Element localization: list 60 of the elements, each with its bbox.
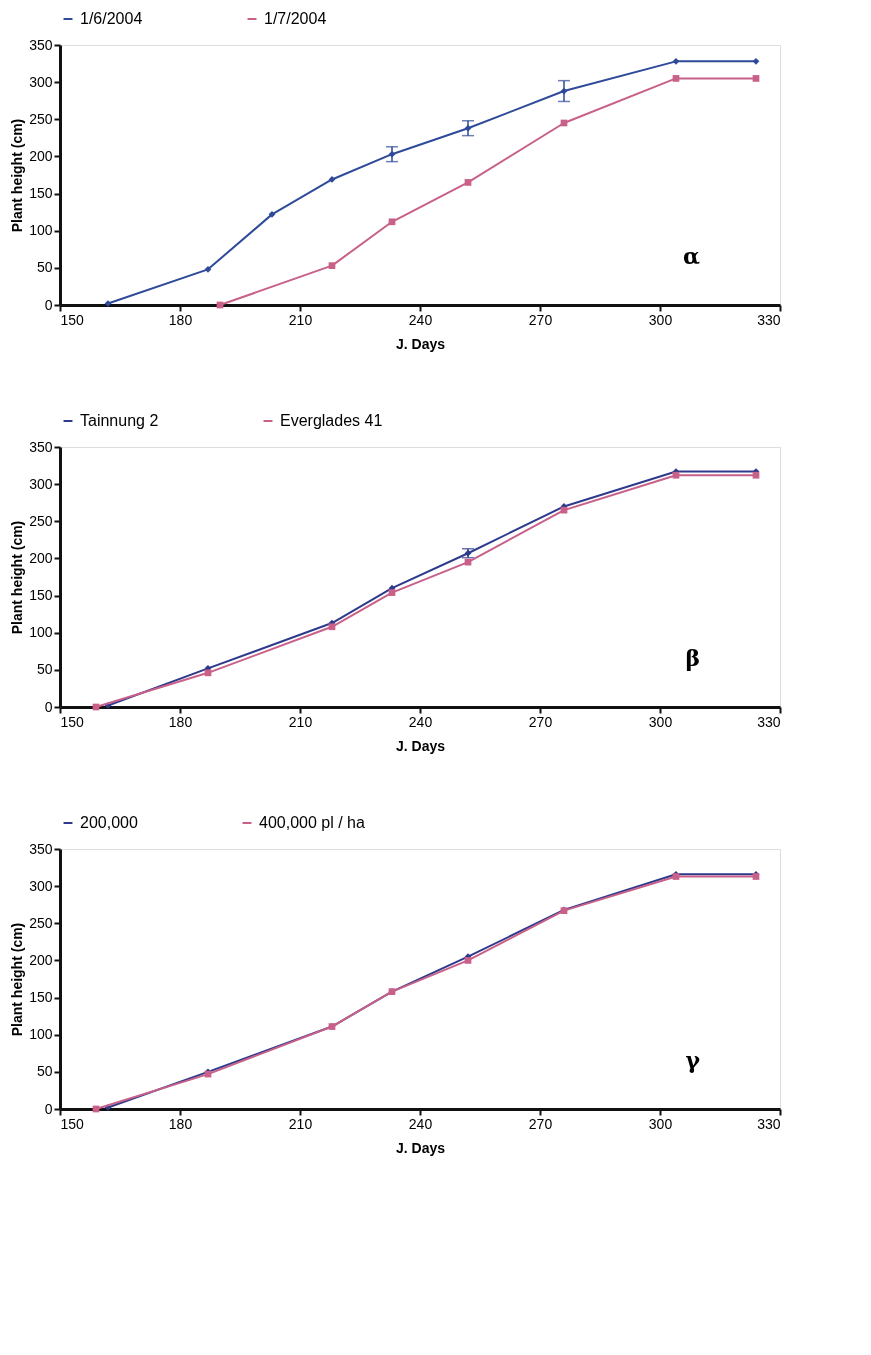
y-tick-label: 200 [29,951,53,968]
y-axis-title: Plant height (cm) [9,520,26,635]
x-tick-label: 210 [288,713,313,730]
x-tick-label: 300 [648,1115,673,1132]
x-tick-label: 270 [528,1115,553,1132]
annotation: β [685,645,700,671]
y-axis-title: Plant height (cm) [9,922,26,1037]
y-tick-label: 300 [29,475,53,492]
x-axis-title: J. Days [395,335,446,352]
y-tick-label: 150 [29,989,53,1006]
x-tick-label: 270 [528,713,553,730]
x-tick-label: 270 [528,311,553,328]
x-tick-label: 240 [408,713,433,730]
y-tick-label: 350 [29,36,53,53]
x-tick-label: 180 [168,311,193,328]
y-tick-label: 0 [44,1100,53,1117]
y-tick-label: 350 [29,438,53,455]
x-tick-label: 150 [60,311,85,328]
x-tick-label: 330 [757,311,781,328]
legend-label: Tainnung 2 [80,412,159,429]
y-tick-label: 100 [29,1026,53,1043]
legend-label: 1/6/2004 [80,10,143,27]
y-tick-label: 50 [36,259,53,276]
y-tick-label: 50 [36,661,53,678]
y-tick-label: 50 [36,1063,53,1080]
annotation: γ [685,1047,701,1073]
y-tick-label: 300 [29,73,53,90]
y-tick-label: 150 [29,185,53,202]
x-tick-label: 210 [288,1115,313,1132]
x-tick-label: 240 [408,1115,433,1132]
y-tick-label: 250 [29,512,53,529]
y-tick-label: 0 [44,296,53,313]
y-tick-label: 200 [29,147,53,164]
x-tick-label: 150 [60,1115,85,1132]
y-tick-label: 200 [29,549,53,566]
y-tick-label: 300 [29,877,53,894]
x-tick-label: 300 [648,311,673,328]
x-tick-label: 330 [757,1115,781,1132]
y-tick-label: 250 [29,914,53,931]
y-tick-label: 250 [29,110,53,127]
y-tick-label: 100 [29,624,53,641]
y-tick-label: 150 [29,587,53,604]
x-tick-label: 180 [168,1115,193,1132]
legend-label: 400,000 pl / ha [259,814,365,831]
legend-label: 1/7/2004 [264,10,327,27]
y-tick-label: 0 [44,698,53,715]
x-tick-label: 330 [757,713,781,730]
y-axis-title: Plant height (cm) [9,118,26,233]
y-tick-label: 100 [29,222,53,239]
x-tick-label: 210 [288,311,313,328]
x-axis-title: J. Days [395,737,446,754]
annotation: α [683,243,701,269]
x-tick-label: 240 [408,311,433,328]
x-tick-label: 150 [60,713,85,730]
legend-label: Everglades 41 [280,412,383,429]
x-tick-label: 300 [648,713,673,730]
x-axis-title: J. Days [395,1139,446,1156]
x-tick-label: 180 [168,713,193,730]
legend-label: 200,000 [80,814,138,831]
y-tick-label: 350 [29,840,53,857]
